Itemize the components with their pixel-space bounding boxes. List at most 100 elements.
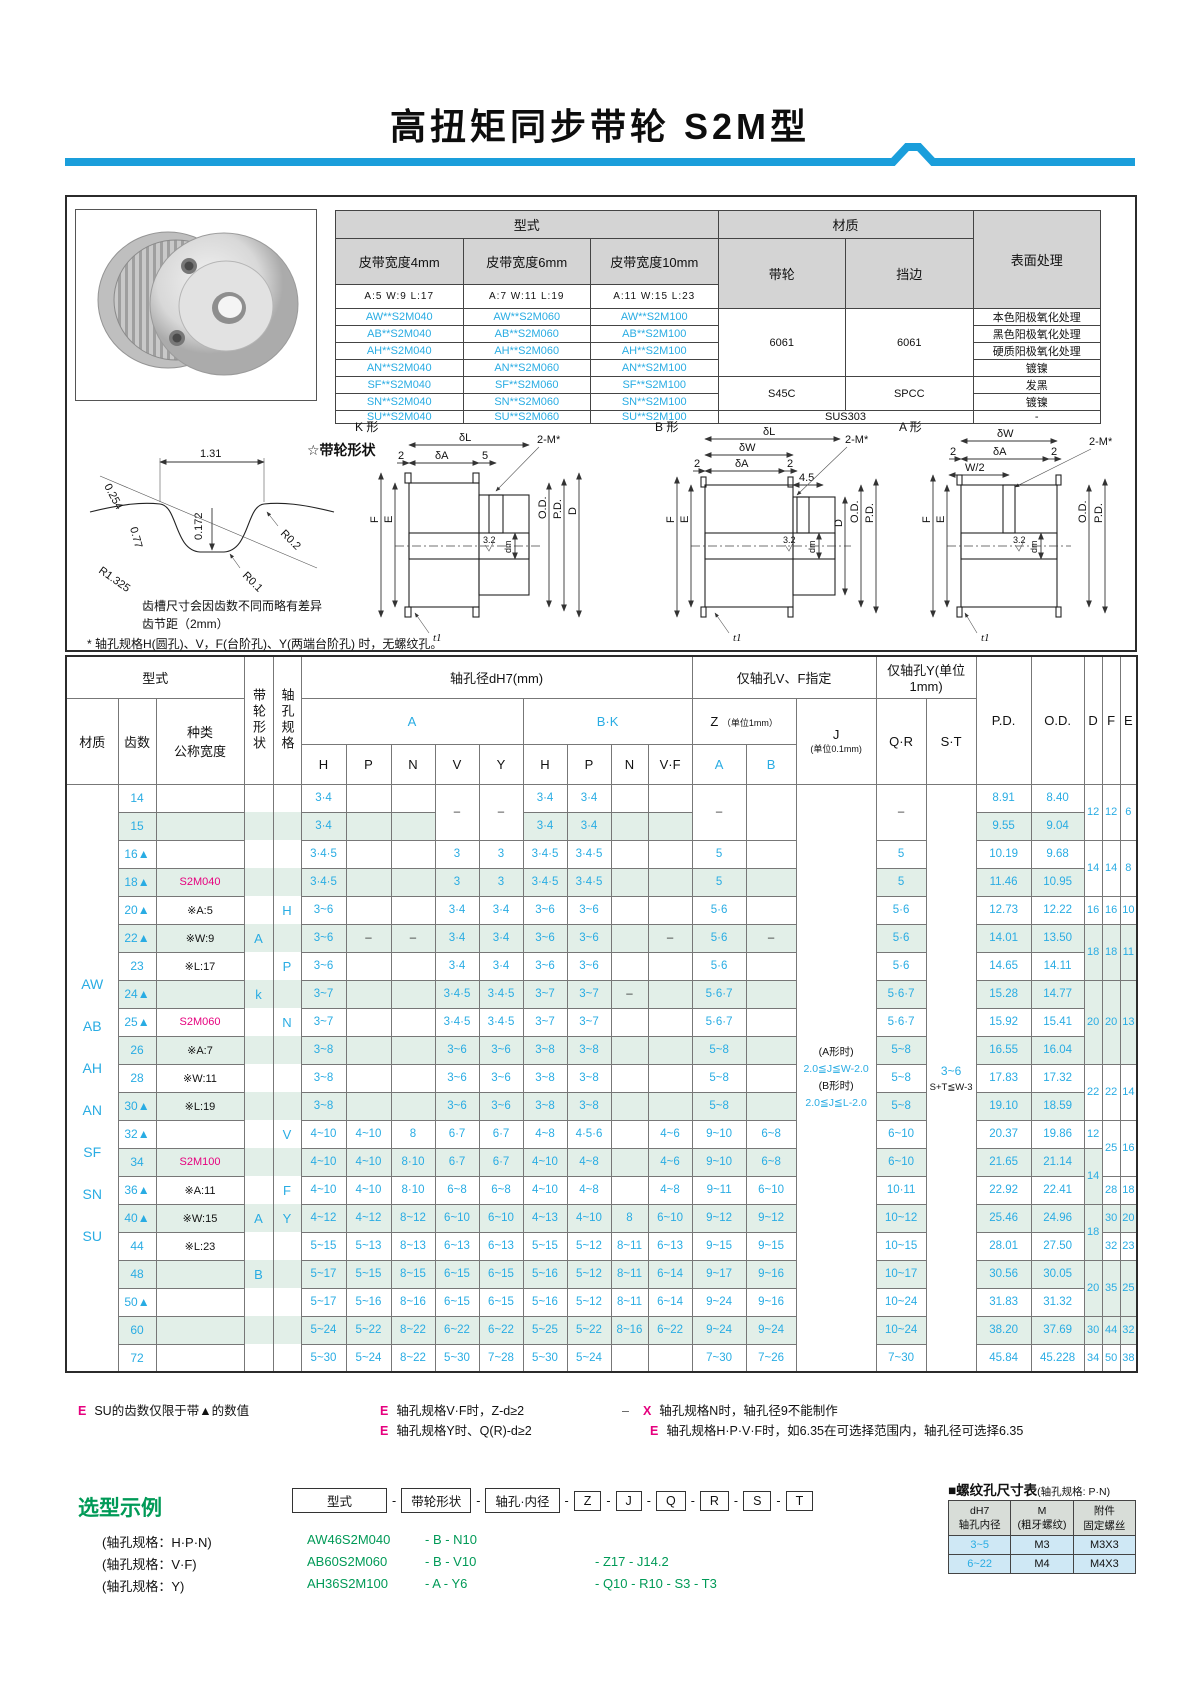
model-code: SU**S2M060 — [462, 410, 591, 424]
spec-cell: 9~15 — [691, 1231, 747, 1261]
spec-cell: 6~15 — [478, 1259, 524, 1289]
model-table: 型式 材质 表面处理 皮带宽度4mm 皮带宽度6mm 皮带宽度10mm 带轮 挡边 A:5 W:… — [335, 210, 1101, 424]
spec-cell: 22 — [1101, 1063, 1121, 1121]
spec-cell: 18 — [1101, 923, 1121, 981]
spec-cell — [243, 1288, 274, 1316]
spec-cell: 22 — [1083, 1063, 1103, 1121]
spec-cell — [610, 1035, 649, 1065]
spec-cell: 25.46 — [975, 1203, 1032, 1233]
model-code: SF**S2M100 — [590, 376, 719, 394]
spec-cell: 5 — [875, 867, 927, 897]
spec-cell: 4~6 — [647, 1147, 693, 1177]
b-dim-45: 4.5 — [799, 472, 814, 484]
teeth-count-cell: 26 — [117, 1035, 157, 1065]
b-dim-e: E — [679, 516, 691, 523]
spec-cell — [272, 784, 302, 812]
spec-cell: H — [272, 896, 302, 924]
spec-cell: S2M060 — [155, 1007, 245, 1037]
formula-box: Q — [655, 1490, 686, 1511]
spec-cell: 3~6 — [434, 1063, 480, 1093]
thread-header-cell: dH7 轴孔内径 — [947, 1500, 1012, 1536]
spec-cell: 3·4 — [566, 783, 612, 813]
spec-cell: 31.32 — [1030, 1287, 1085, 1317]
spec-header-cell: P — [345, 743, 392, 785]
formula-box: S — [743, 1490, 772, 1511]
spec-cell: B — [243, 1260, 274, 1288]
note-mark: E — [78, 1404, 87, 1418]
spec-cell: – — [610, 979, 649, 1009]
spec-cell: 12 — [1101, 783, 1121, 841]
spec-cell: 5~8 — [875, 1063, 927, 1093]
spec-cell: 4~10 — [345, 1147, 392, 1177]
spec-cell — [647, 1091, 693, 1121]
model-code: AH**S2M060 — [462, 342, 591, 360]
spec-cell — [345, 783, 392, 813]
spec-cell — [272, 1260, 302, 1288]
spec-header-cell: V — [434, 743, 480, 785]
spec-cell — [155, 1259, 245, 1289]
spec-cell: – — [390, 923, 436, 953]
spec-cell: 3~7 — [566, 1007, 612, 1037]
spec-cell — [390, 895, 436, 925]
k-dim-d: D — [567, 507, 579, 515]
spec-cell: 6~14 — [647, 1287, 693, 1317]
thread-header-cell: 附件 固定螺丝 — [1072, 1500, 1137, 1536]
spec-cell — [610, 1091, 649, 1121]
spec-cell: 6~13 — [647, 1231, 693, 1261]
spec-cell — [345, 979, 392, 1009]
model-header-pulley: 带轮 — [717, 238, 846, 309]
a-dim-f: F — [921, 516, 933, 523]
spec-cell: 5~12 — [566, 1259, 612, 1289]
spec-cell: 4~10 — [300, 1147, 347, 1177]
spec-cell — [647, 951, 693, 981]
spec-cell: 8 — [1119, 839, 1138, 897]
spec-cell: 6~15 — [478, 1287, 524, 1317]
model-pulley-material: SUS303 — [717, 410, 974, 424]
teeth-count-cell: 14 — [117, 783, 157, 813]
tooth-profile-drawing: 1.31 0.172 0.254 0.77 R1.325 R0.2 R0.1 — [89, 448, 335, 595]
spec-cell: 5~24 — [566, 1343, 612, 1373]
spec-cell: 21.65 — [975, 1147, 1032, 1177]
spec-cell: 3~6 — [434, 1091, 480, 1121]
spec-cell — [345, 1063, 392, 1093]
thread-header-cell: M (粗牙螺纹) — [1010, 1500, 1074, 1536]
spec-cell — [243, 1148, 274, 1176]
b-dim-t1: t1 — [733, 632, 742, 644]
footnote-5: E 轴孔规格H·P·V·F时，如6.35在可选择范围内，轴孔径可选择6.35 — [650, 1424, 1024, 1438]
spec-cell: 3~6 — [566, 951, 612, 981]
spec-header-cell: F — [1101, 655, 1121, 785]
model-code: SU**S2M040 — [335, 410, 464, 424]
spec-cell: 6~10 — [434, 1203, 480, 1233]
spec-header-cell: 仅轴孔Y(单位1mm) — [875, 655, 977, 699]
spec-cell: 8~12 — [390, 1203, 436, 1233]
spec-cell — [155, 783, 245, 813]
spec-cell: 18 — [1083, 923, 1103, 981]
spec-header-cell: 材质 — [65, 697, 119, 785]
formula-dash: - — [564, 1493, 569, 1508]
formula-dash: - — [690, 1493, 695, 1508]
dim-tooth-width: 1.31 — [200, 448, 221, 460]
spec-cell: 50 — [1101, 1343, 1121, 1373]
spec-cell: 5 — [875, 839, 927, 869]
model-surface-treatment: 镀镍 — [972, 393, 1101, 411]
spec-cell: 7~30 — [691, 1343, 747, 1373]
model-code: AH**S2M100 — [590, 342, 719, 360]
spec-cell: 30 — [1083, 1315, 1103, 1345]
formula-box: Z — [573, 1490, 602, 1511]
spec-cell: 3·4 — [434, 951, 480, 981]
spec-cell: 28.01 — [975, 1231, 1032, 1261]
spec-cell: 5~8 — [691, 1035, 747, 1065]
spec-cell — [345, 1035, 392, 1065]
spec-cell: 30.05 — [1030, 1259, 1085, 1289]
spec-cell — [390, 783, 436, 813]
spec-cell — [243, 1064, 274, 1092]
spec-cell: 19.86 — [1030, 1119, 1085, 1149]
spec-cell: 5~30 — [300, 1343, 347, 1373]
spec-cell — [243, 812, 274, 840]
spec-header-cell: H — [300, 743, 347, 785]
product-photo — [75, 209, 317, 401]
spec-cell: 30.56 — [975, 1259, 1032, 1289]
formula-box: J — [615, 1490, 642, 1511]
spec-cell — [610, 923, 649, 953]
teeth-count-cell: 48 — [117, 1259, 157, 1289]
